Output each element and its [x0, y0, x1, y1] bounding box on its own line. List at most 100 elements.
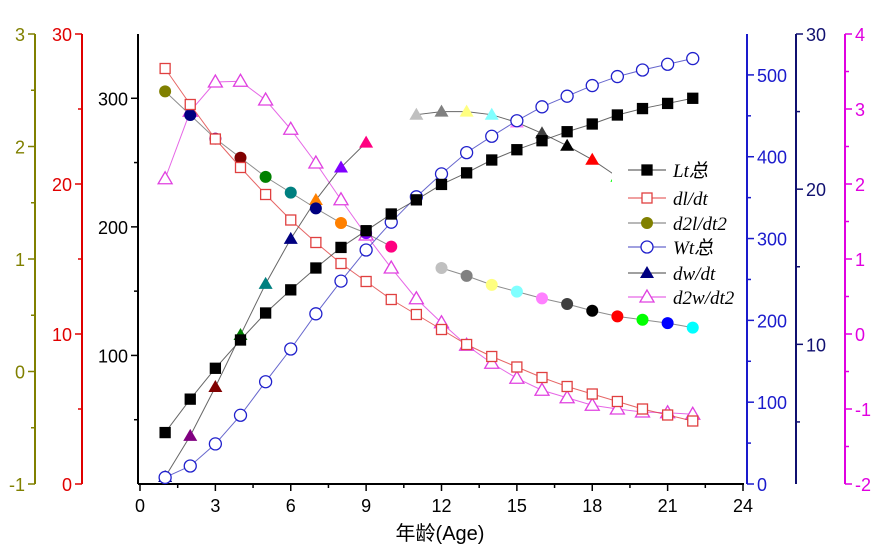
data-point — [460, 269, 473, 282]
x-tick-label: 12 — [431, 496, 451, 516]
data-point — [661, 317, 674, 330]
data-point — [385, 240, 398, 253]
data-point — [309, 307, 323, 321]
data-point — [257, 91, 274, 106]
y-tick-label: 100 — [757, 393, 787, 413]
data-point — [609, 400, 626, 415]
data-point — [307, 154, 325, 169]
y-tick-label: 10 — [806, 335, 826, 355]
data-point — [409, 107, 424, 120]
data-point — [586, 388, 598, 400]
data-point — [561, 126, 573, 138]
y-tick-label: 300 — [98, 89, 128, 109]
x-tick-label: 6 — [286, 496, 296, 516]
y-tick-label: 200 — [757, 311, 787, 331]
data-point — [586, 118, 598, 130]
legend-entry: d2l/dt2 — [628, 214, 727, 235]
data-point — [435, 323, 448, 336]
data-point — [282, 120, 299, 135]
series-line — [164, 68, 693, 422]
data-point — [209, 362, 222, 374]
data-point — [308, 193, 323, 206]
y-tick-label: 2 — [15, 138, 25, 158]
y-tick-label: 200 — [98, 218, 128, 238]
legend-entry: dl/dt — [628, 189, 709, 210]
data-point — [686, 321, 699, 334]
x-axis-label: 年龄(Age) — [396, 522, 485, 545]
data-point — [310, 236, 322, 249]
data-point — [156, 170, 174, 185]
legend-entry: Lt总 — [628, 161, 708, 182]
series-line — [164, 58, 693, 478]
data-point — [460, 338, 473, 351]
y-tick-label: 30 — [52, 25, 72, 45]
series-line — [164, 80, 693, 415]
legend-label: d2w/dt2 — [673, 288, 735, 309]
data-point — [585, 78, 599, 93]
data-point — [234, 161, 247, 174]
data-point — [259, 170, 272, 183]
data-point — [611, 109, 624, 121]
data-point — [285, 214, 297, 226]
data-point — [561, 380, 573, 393]
y-tick-label: 30 — [806, 25, 826, 45]
data-point — [584, 396, 601, 411]
y-tick-label: 1 — [855, 250, 865, 270]
legend-entry: d2w/dt2 — [628, 288, 735, 309]
series-line — [164, 91, 392, 248]
series-line — [164, 97, 693, 433]
data-point — [434, 167, 449, 181]
data-point — [232, 72, 249, 87]
data-point — [536, 292, 548, 305]
data-point — [508, 369, 526, 384]
data-point — [309, 202, 322, 215]
data-point — [410, 194, 423, 206]
y-tick-label: 0 — [15, 363, 25, 383]
data-point — [159, 85, 172, 98]
legend-marker — [638, 288, 656, 303]
data-point — [661, 409, 674, 421]
data-point — [208, 437, 223, 451]
legend-label: dw/dt — [673, 264, 716, 285]
data-point — [234, 151, 247, 164]
data-point — [285, 284, 297, 296]
y-axis-d2w: -2 -1 0 1 2 3 4 — [844, 25, 871, 495]
data-point — [360, 225, 372, 237]
data-point — [334, 274, 348, 288]
data-point — [560, 89, 574, 103]
data-point — [207, 73, 224, 88]
data-point — [535, 100, 549, 114]
data-point — [560, 138, 575, 151]
data-point — [335, 217, 347, 229]
x-tick-label: 21 — [658, 496, 678, 516]
legend-label: dl/dt — [673, 189, 709, 210]
series-dl — [159, 62, 699, 427]
data-point — [234, 334, 247, 346]
data-point — [385, 293, 397, 306]
data-point — [259, 307, 272, 319]
data-point — [283, 231, 298, 244]
x-tick-label: 9 — [361, 496, 371, 516]
legend-label: Lt总 — [672, 161, 708, 182]
data-point — [332, 191, 350, 206]
data-point — [284, 342, 298, 356]
data-point — [484, 107, 499, 120]
legend-marker — [640, 266, 654, 278]
data-point — [284, 186, 297, 199]
data-point — [611, 395, 624, 408]
y-tick-label: 10 — [52, 325, 72, 345]
y-axis-dl: 0 10 20 30 — [52, 25, 83, 495]
data-point — [510, 285, 523, 298]
data-point — [586, 304, 599, 317]
data-point — [486, 350, 498, 363]
data-point — [511, 144, 523, 156]
data-point — [184, 109, 197, 121]
data-point — [410, 308, 423, 321]
axes: 0 3 6 9 12 15 18 21 241002003000102030-101230100… — [9, 25, 871, 516]
legend-marker — [641, 217, 653, 229]
y-tick-label: -1 — [855, 400, 871, 420]
y-tick-label: 3 — [15, 25, 25, 45]
y-tick-label: 4 — [855, 25, 865, 45]
data-point — [159, 62, 171, 75]
data-point — [460, 167, 473, 179]
